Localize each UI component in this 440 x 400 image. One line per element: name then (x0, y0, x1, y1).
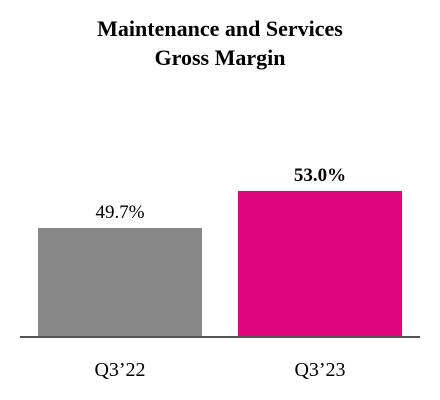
chart-title-line-2: Gross Margin (154, 45, 286, 70)
x-tick-label-1: Q3’22 (94, 359, 145, 381)
bar-2 (238, 190, 402, 337)
data-labels-group: 49.7% 53.0% (95, 165, 346, 223)
chart-title: Maintenance and Services Gross Margin (0, 14, 440, 72)
data-label-1: 49.7% (95, 202, 144, 223)
data-label-2: 53.0% (294, 165, 346, 186)
tick-labels-group: Q3’22 Q3’23 (94, 359, 345, 381)
bar-1 (38, 228, 202, 337)
bars-group (38, 190, 402, 337)
chart-title-line-1: Maintenance and Services (97, 16, 343, 41)
x-tick-label-2: Q3’23 (294, 359, 345, 381)
